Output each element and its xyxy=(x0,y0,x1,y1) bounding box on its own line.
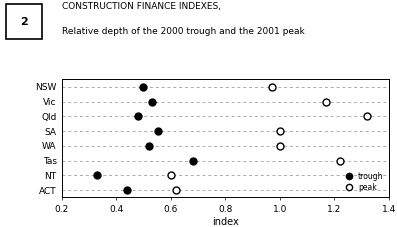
Text: Relative depth of the 2000 trough and the 2001 peak: Relative depth of the 2000 trough and th… xyxy=(62,27,304,36)
X-axis label: index: index xyxy=(212,217,239,227)
Text: CONSTRUCTION FINANCE INDEXES,: CONSTRUCTION FINANCE INDEXES, xyxy=(62,2,221,11)
Legend: trough, peak: trough, peak xyxy=(340,170,385,194)
Text: 2: 2 xyxy=(20,17,28,27)
